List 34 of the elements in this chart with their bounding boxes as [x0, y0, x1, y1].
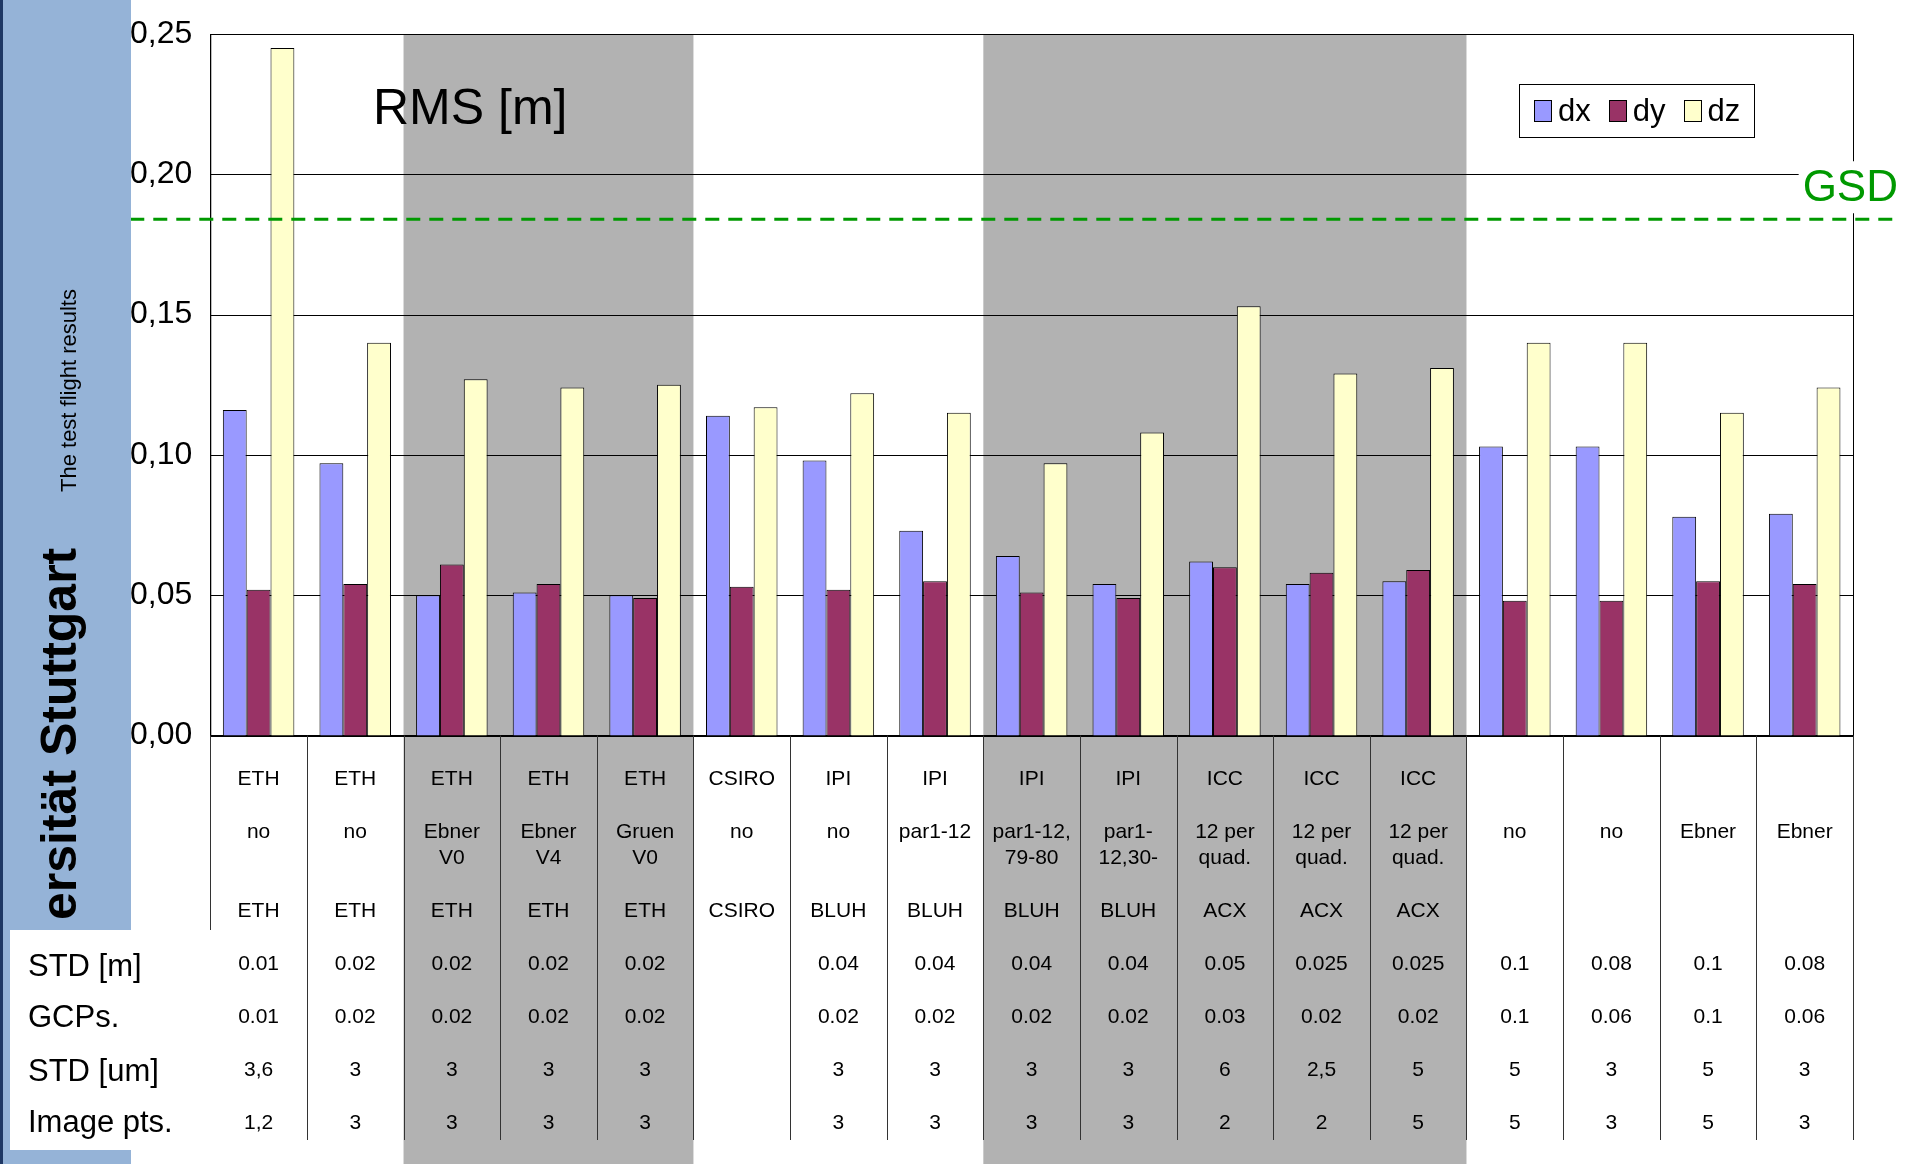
- category-label: IPI par1- 12,30- BLUH 0.04 0.02 3 3: [1098, 765, 1159, 1133]
- category-label: ETH Ebner V0 ETH 0.02 0.02 3 3: [423, 765, 480, 1133]
- y-tick-label: 0,00: [130, 715, 193, 752]
- ref-line-label: GSD: [1802, 161, 1898, 211]
- legend-label: dy: [1632, 93, 1666, 129]
- text: STD [m]: [28, 948, 142, 983]
- y-tick-label: 0,15: [130, 294, 193, 331]
- text: RMS [m]: [373, 78, 568, 136]
- text: ersität Stuttgart: [30, 547, 88, 920]
- text: Image pts.: [28, 1104, 173, 1139]
- category-label: no 0.1 0.1 5 5: [1500, 818, 1530, 1133]
- legend-label: dz: [1707, 93, 1741, 129]
- category-label: no 0.08 0.06 3 3: [1590, 818, 1632, 1133]
- legend-label: dx: [1558, 93, 1591, 129]
- category-label: ETH no ETH 0.01 0.01 3,6 1,2: [237, 765, 280, 1133]
- category-label: IPI par1-12, 79-80 BLUH 0.04 0.02 3 3: [992, 765, 1071, 1133]
- text: The test flight results: [56, 289, 82, 492]
- category-label: ICC 12 per quad. ACX 0.025 0.02 2,5 2: [1291, 765, 1352, 1133]
- category-label: CSIRO no CSIRO: [708, 765, 776, 921]
- y-tick-label: 0,25: [130, 13, 193, 50]
- category-label: IPI no BLUH 0.04 0.02 3 3: [810, 765, 867, 1133]
- category-label: ETH Gruen V0 ETH 0.02 0.02 3 3: [615, 765, 675, 1133]
- category-label: ICC 12 per quad. ACX 0.025 0.02 5 5: [1388, 765, 1448, 1133]
- y-tick-label: 0,10: [130, 434, 193, 471]
- category-label: IPI par1-12 BLUH 0.04 0.02 3 3: [898, 765, 972, 1133]
- y-tick-label: 0,05: [130, 575, 193, 612]
- category-label: ETH no ETH 0.02 0.02 3 3: [334, 765, 377, 1133]
- category-label: Ebner 0.1 0.1 5 5: [1680, 818, 1737, 1133]
- y-tick-label: 0,20: [130, 154, 193, 191]
- text: STD [um]: [28, 1053, 159, 1088]
- category-label: ETH Ebner V4 ETH 0.02 0.02 3 3: [520, 765, 577, 1133]
- category-label: ICC 12 per quad. ACX 0.05 0.03 6 2: [1195, 765, 1255, 1133]
- text: GCPs.: [28, 999, 120, 1034]
- category-label: Ebner 0.08 0.06 3 3: [1776, 818, 1833, 1133]
